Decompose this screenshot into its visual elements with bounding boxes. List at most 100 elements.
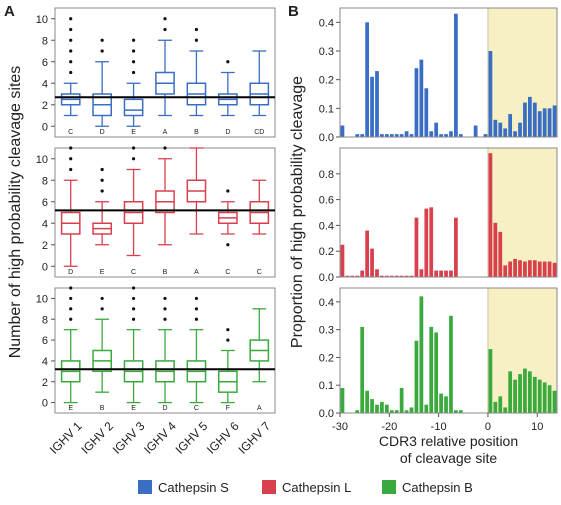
- outlier-point: [194, 38, 199, 42]
- group-letter: D: [100, 129, 105, 136]
- bar: [518, 260, 522, 277]
- y-tick-label: 0.0: [319, 132, 334, 144]
- x-tick-label: -30: [332, 421, 348, 433]
- bar: [547, 108, 552, 137]
- bar: [340, 244, 345, 277]
- barchart-cathepsin-b: 0.0 0.1 0.2 0.3 0.4: [319, 287, 558, 420]
- bar: [439, 270, 443, 277]
- outlier-point: [131, 307, 136, 311]
- bar: [434, 122, 439, 137]
- y-tick-label: 6: [42, 57, 48, 69]
- bar: [355, 410, 360, 413]
- outlier-point: [69, 146, 73, 150]
- bar: [424, 208, 429, 277]
- bar: [444, 134, 448, 137]
- box-7: CD: [249, 50, 270, 136]
- bar: [542, 382, 547, 413]
- y-tick-label: 0.3: [319, 325, 334, 337]
- bar: [434, 270, 439, 277]
- legend-swatch: [138, 480, 152, 494]
- x-axis-title-line2: of cleavage site: [400, 450, 497, 466]
- outlier-point: [163, 17, 167, 21]
- y-tick-label: 0.2: [319, 75, 334, 87]
- x-category-label: IGHV 7: [235, 419, 273, 457]
- bar: [458, 410, 463, 413]
- box-6: C: [217, 189, 238, 276]
- group-letter: B: [194, 129, 199, 136]
- bar: [409, 407, 414, 413]
- bar: [429, 326, 434, 413]
- bar: [483, 134, 488, 137]
- outlier-point: [194, 307, 199, 311]
- bar: [493, 119, 498, 137]
- bar: [389, 275, 394, 277]
- bar: [493, 401, 498, 413]
- bar: [523, 102, 527, 137]
- bar: [340, 125, 345, 137]
- bar: [542, 108, 547, 137]
- boxplot-cathepsin-b: 0 2 4 6 8 10 E B E D C F A: [36, 286, 276, 414]
- group-letter: A: [194, 269, 199, 276]
- outlier-point: [100, 49, 104, 53]
- bar: [508, 114, 513, 137]
- x-tick-label: 0: [485, 421, 491, 433]
- bar: [419, 296, 424, 413]
- boxplot-cathepsin-l: 0 2 4 6 8 10 D E C B A C C: [36, 146, 276, 278]
- bar: [537, 111, 542, 137]
- bar: [384, 134, 389, 137]
- outlier-point: [131, 157, 136, 161]
- outlier-point: [226, 328, 230, 332]
- bar: [503, 265, 508, 277]
- bar: [394, 410, 399, 413]
- bar: [473, 125, 478, 137]
- bar: [399, 275, 404, 277]
- bar: [345, 275, 350, 277]
- bar: [503, 407, 508, 413]
- box-3: C: [123, 146, 144, 276]
- group-letter: E: [131, 129, 136, 136]
- outlier-point: [131, 49, 136, 53]
- bar: [518, 374, 522, 413]
- group-letter: C: [257, 269, 262, 276]
- bar: [528, 260, 532, 277]
- y-tick-label: 0.3: [319, 46, 334, 58]
- group-letter: C: [131, 269, 136, 276]
- group-letter: D: [225, 129, 230, 136]
- bar: [380, 401, 384, 413]
- bar: [439, 393, 443, 413]
- y-tick-label: 0.4: [319, 220, 334, 232]
- y-tick-label: 0.6: [319, 195, 334, 207]
- group-letter: E: [68, 405, 73, 412]
- outlier-point: [226, 189, 230, 193]
- outlier-point: [69, 157, 73, 161]
- bar: [350, 275, 355, 277]
- outlier-point: [131, 60, 136, 64]
- bar: [488, 349, 493, 413]
- y-tick-label: 0.2: [319, 246, 334, 258]
- y-tick-label: 0.1: [319, 380, 334, 392]
- outlier-point: [131, 38, 136, 42]
- box-2: B: [92, 296, 113, 412]
- bar: [429, 207, 434, 277]
- group-letter: C: [225, 269, 230, 276]
- y-tick-label: 0.4: [319, 297, 334, 309]
- bar: [384, 404, 389, 413]
- legend-swatch: [262, 480, 276, 494]
- bar: [365, 22, 369, 137]
- group-letter: A: [257, 405, 262, 412]
- bar: [370, 399, 374, 413]
- bar: [375, 269, 379, 277]
- bar: [414, 340, 419, 413]
- bar: [404, 275, 409, 277]
- bar: [454, 217, 458, 277]
- bar: [404, 410, 409, 413]
- x-category-label: IGHV 5: [173, 419, 211, 457]
- bar: [414, 217, 419, 277]
- y-tick-label: 8: [42, 35, 48, 47]
- bar: [394, 275, 399, 277]
- legend-label: Cathepsin L: [282, 480, 351, 495]
- y-axis-title: Number of high probability cleavage site…: [7, 66, 24, 359]
- bar: [518, 122, 522, 137]
- x-category-label: IGHV 1: [47, 419, 85, 457]
